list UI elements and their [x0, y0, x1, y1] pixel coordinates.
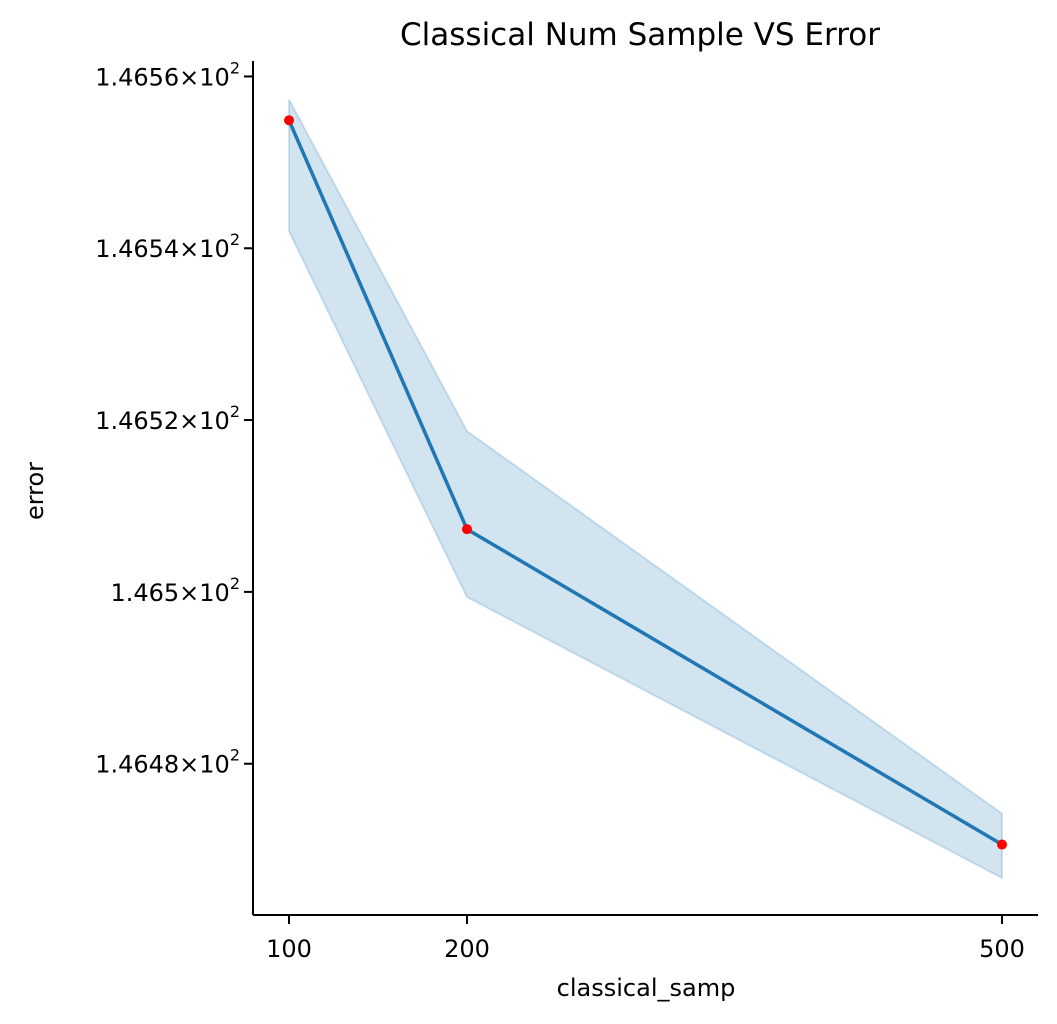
x-tick-label: 100	[266, 935, 312, 963]
y-axis-ticks: 1.4648×102 1.465×102 1.4652×102 1.4654×102 1…	[95, 58, 253, 779]
y-axis-label: error	[21, 462, 49, 520]
plot-area	[284, 99, 1007, 880]
chart-title: Classical Num Sample VS Error	[400, 17, 880, 53]
data-point	[284, 115, 294, 126]
x-axis-label: classical_samp	[557, 974, 736, 1002]
x-tick-label: 200	[444, 935, 490, 963]
data-point	[997, 839, 1007, 850]
y-tick-label: 1.4656×102	[95, 58, 240, 91]
y-tick-label: 1.465×102	[110, 574, 240, 607]
y-tick-label: 1.4648×102	[95, 746, 240, 779]
x-tick-label: 500	[979, 935, 1025, 963]
confidence-band	[288, 99, 1003, 880]
series-line	[287, 118, 1004, 847]
x-axis-ticks: 100 200 500	[266, 915, 1025, 963]
y-tick-label: 1.4654×102	[95, 230, 240, 263]
y-tick-label: 1.4652×102	[95, 402, 240, 435]
data-point	[462, 524, 472, 535]
